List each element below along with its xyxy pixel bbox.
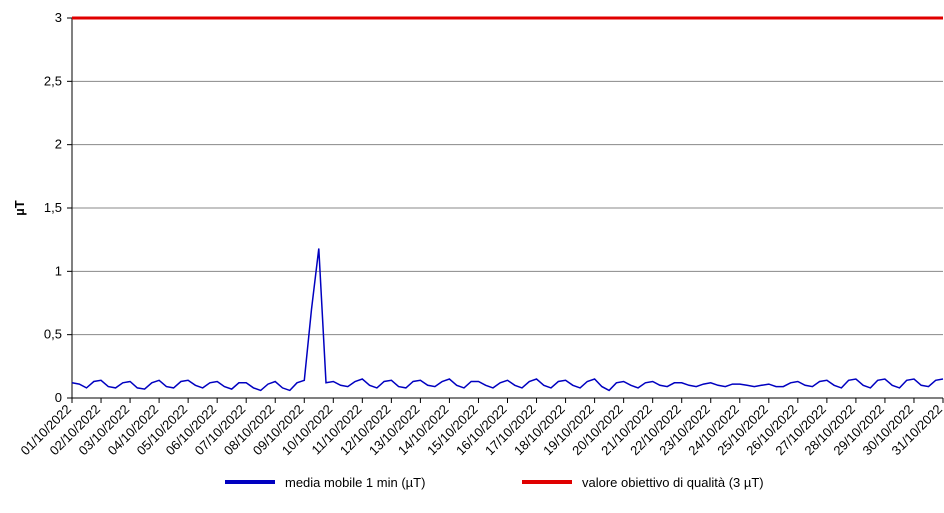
y-tick-label: 3 — [55, 10, 62, 25]
y-tick-label: 2,5 — [44, 73, 62, 88]
y-tick-label: 2 — [55, 137, 62, 152]
y-tick-label: 0 — [55, 390, 62, 405]
legend-label: media mobile 1 min (µT) — [285, 475, 425, 490]
data-line — [71, 248, 944, 392]
legend-label: valore obiettivo di qualità (3 µT) — [582, 475, 764, 490]
y-tick-label: 1 — [55, 263, 62, 278]
y-tick-label: 1,5 — [44, 200, 62, 215]
y-axis-label: µT — [12, 200, 27, 215]
y-tick-label: 0,5 — [44, 327, 62, 342]
